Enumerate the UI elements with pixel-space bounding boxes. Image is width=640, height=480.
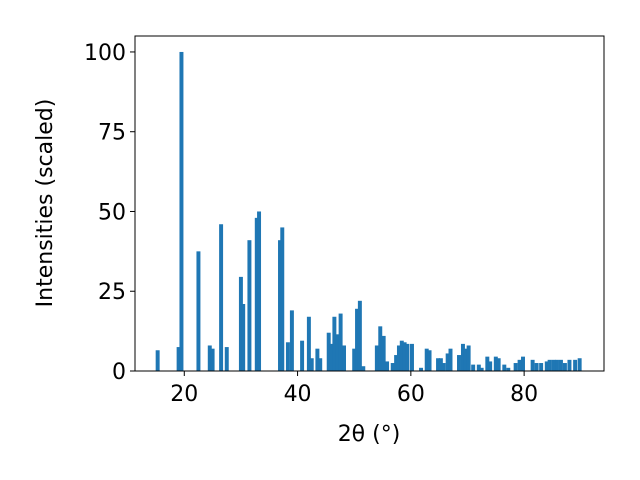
bar [539, 363, 544, 371]
bar [463, 348, 468, 371]
bar [534, 363, 539, 371]
bar [355, 308, 360, 371]
bar [479, 367, 484, 371]
bar [390, 363, 395, 371]
bar [289, 310, 294, 371]
bar [476, 364, 481, 371]
bar [457, 355, 461, 371]
bar [445, 353, 450, 371]
bar [278, 240, 282, 371]
bar [436, 358, 441, 371]
bar [485, 356, 490, 371]
bar [385, 361, 390, 371]
bar [424, 348, 429, 371]
bar [466, 345, 471, 371]
bar [335, 334, 340, 371]
bar [254, 217, 259, 371]
bar [506, 367, 511, 371]
bar [378, 326, 383, 371]
bar [332, 316, 337, 371]
bar [493, 356, 498, 371]
bar [309, 358, 314, 371]
bar [394, 355, 399, 371]
bar [238, 276, 243, 371]
bar [176, 347, 181, 371]
bar [544, 361, 549, 371]
bar [409, 343, 414, 371]
y-tick-label: 25 [98, 280, 126, 305]
bar [241, 304, 246, 371]
bar [562, 363, 567, 371]
bar [488, 361, 493, 371]
bar [219, 224, 224, 371]
bar [502, 364, 507, 371]
bar [329, 343, 334, 371]
bar [530, 359, 535, 371]
bar [224, 347, 229, 371]
bar [517, 359, 522, 371]
bar [448, 348, 453, 371]
bar [551, 359, 556, 371]
bar [357, 300, 362, 371]
bar [577, 358, 582, 371]
bar [427, 350, 432, 371]
bar [361, 366, 366, 371]
bar [521, 356, 525, 371]
bar [555, 359, 559, 371]
bar [210, 348, 215, 371]
bar [196, 251, 201, 371]
y-tick-label: 50 [98, 200, 126, 225]
bar [402, 342, 407, 371]
bar [441, 363, 446, 371]
bar [338, 313, 343, 371]
x-tick-label: 60 [397, 382, 425, 407]
y-tick-label: 100 [84, 41, 126, 66]
bar [315, 348, 320, 371]
y-axis-label: Intensities (scaled) [33, 99, 58, 308]
bar [438, 358, 443, 371]
bar [513, 363, 518, 371]
bar [155, 350, 160, 371]
axes-frame [134, 35, 605, 372]
bar [318, 358, 323, 371]
bar [567, 359, 572, 371]
bar [352, 348, 357, 371]
x-tick-label: 80 [510, 382, 538, 407]
bar [471, 364, 476, 371]
bar [306, 316, 311, 371]
bar [257, 211, 262, 371]
plot-area [155, 51, 582, 371]
bar [300, 340, 305, 371]
bar [419, 367, 424, 371]
y-tick-label: 75 [98, 121, 126, 146]
x-axis-label: 2θ (°) [338, 422, 401, 447]
bar [558, 359, 563, 371]
bar [179, 51, 184, 371]
bar [405, 343, 410, 371]
bar [547, 359, 552, 371]
bar [326, 332, 331, 371]
bar [573, 359, 578, 371]
bar [399, 340, 404, 371]
bar [381, 335, 386, 371]
bar [342, 345, 346, 371]
x-tick-label: 20 [170, 382, 198, 407]
x-tick-label: 40 [284, 382, 312, 407]
bar [285, 342, 290, 371]
bar [247, 240, 252, 371]
y-tick-label: 0 [112, 360, 126, 385]
bar [460, 343, 465, 371]
bar [207, 345, 212, 371]
bar [396, 345, 401, 371]
bar [496, 358, 501, 371]
bar [374, 345, 379, 371]
bar [280, 227, 285, 371]
